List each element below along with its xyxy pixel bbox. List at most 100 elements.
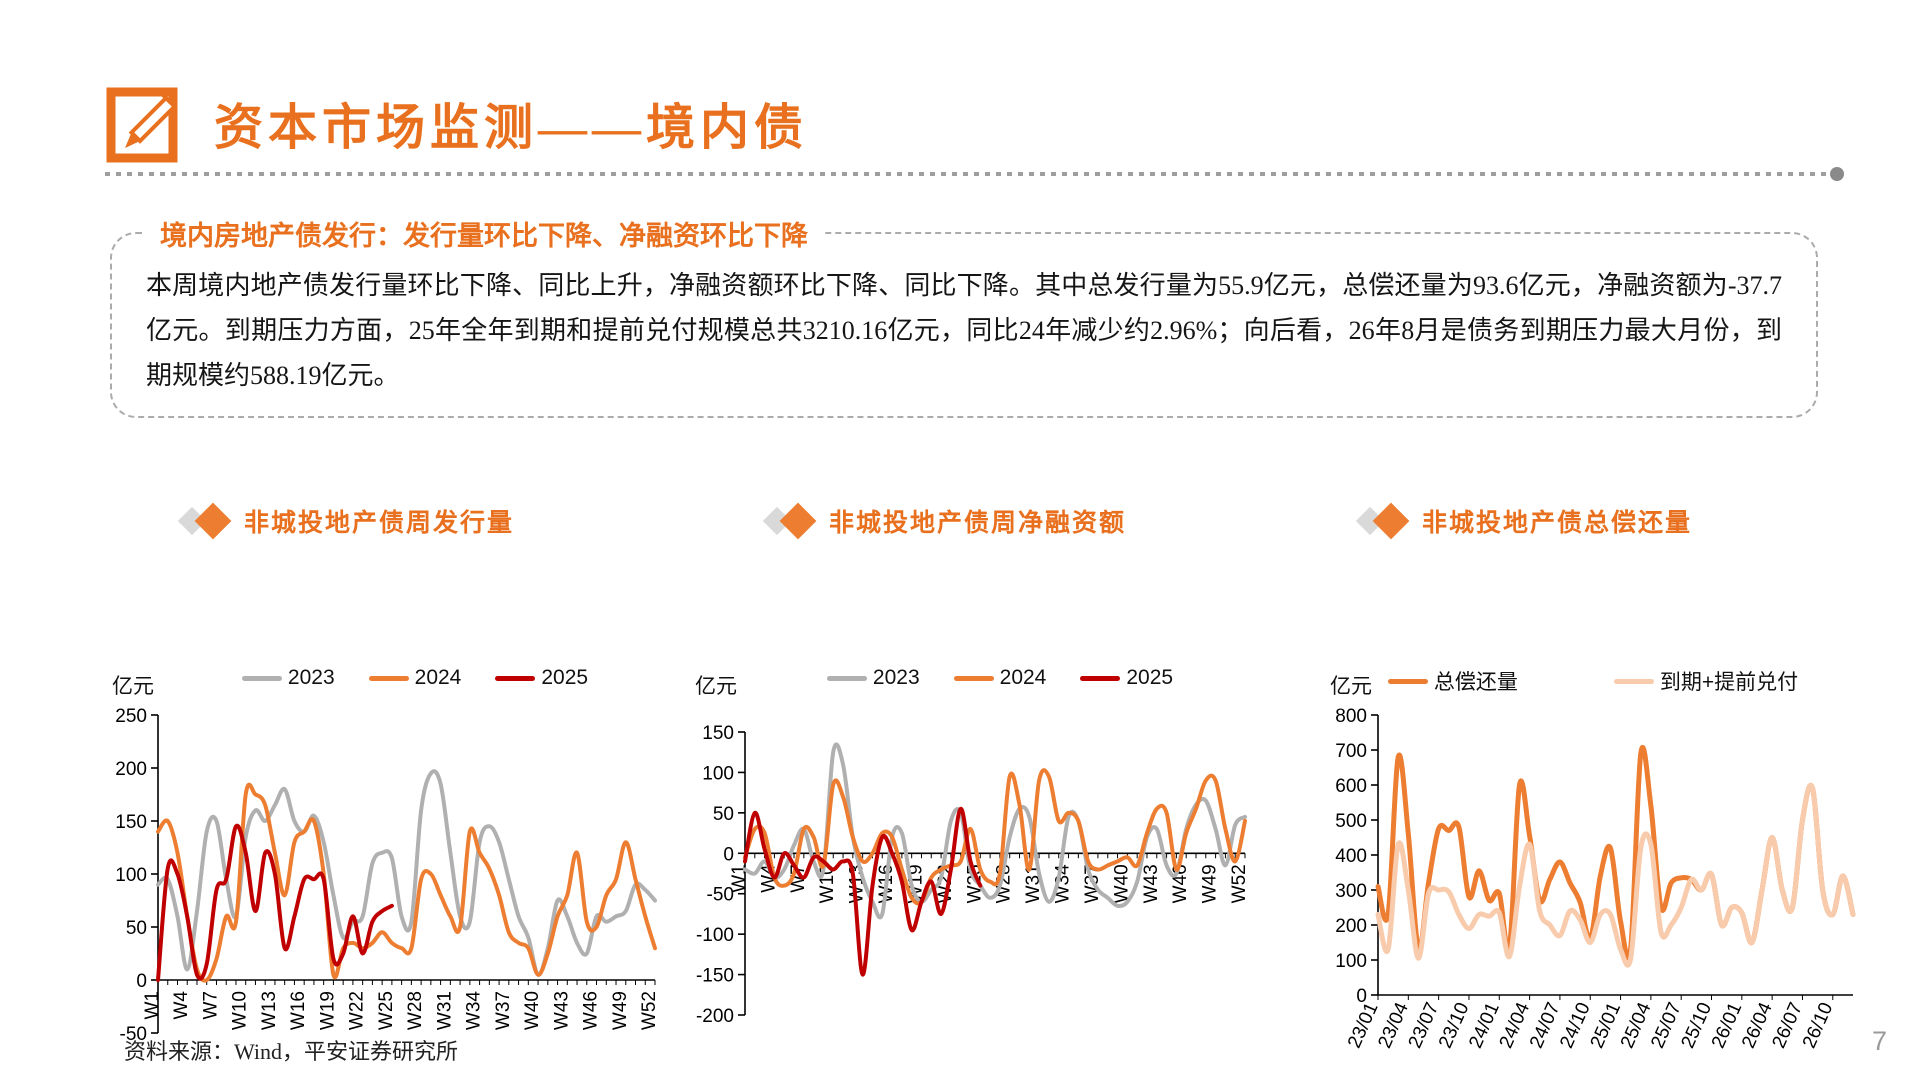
diamond-icon (177, 502, 232, 540)
summary-box: 境内房地产债发行：发行量环比下降、净融资环比下降 本周境内地产债发行量环比下降、… (110, 214, 1818, 418)
y-tick-label: 0 (723, 844, 734, 865)
x-tick-label: W25 (376, 991, 397, 1030)
legend-label: 2025 (541, 666, 589, 689)
legend-swatch-icon (826, 675, 867, 681)
x-tick-label: W25 (964, 864, 985, 903)
x-tick-label: W40 (1111, 864, 1132, 903)
y-tick-label: 800 (1335, 706, 1367, 727)
legend-item: 2024 (368, 666, 462, 690)
y-axis-unit: 亿元 (112, 675, 154, 698)
y-tick-label: 0 (1356, 986, 1367, 1007)
legend-swatch-icon (495, 675, 536, 681)
x-tick-label: W40 (522, 991, 543, 1030)
x-tick-label: W4 (171, 991, 192, 1020)
x-tick-label: W46 (581, 991, 602, 1030)
x-tick-label: W43 (1141, 864, 1162, 903)
y-tick-label: 200 (115, 759, 147, 780)
legend-swatch-icon (241, 675, 282, 681)
legend-label: 2023 (287, 666, 335, 689)
diamond-orange-icon (779, 502, 817, 540)
x-tick-label: W52 (639, 991, 660, 1030)
chart-svg: 010020030040050060070080023/0123/0423/07… (1335, 706, 1856, 1051)
legend-swatch-icon (1080, 675, 1121, 681)
summary-heading: 境内房地产债发行：发行量环比下降、净融资环比下降 (146, 214, 822, 253)
chart-legend: 2023 2024 2025 (735, 666, 1265, 690)
chart-panel-weekly-net-financing: 非城投地产债周净融资额 2023 2024 2025 亿元 -200 -150 -100… (685, 500, 1265, 1045)
y-axis-unit: 亿元 (1330, 675, 1372, 698)
y-tick-label: 600 (1335, 776, 1367, 797)
x-tick-label: W7 (200, 991, 221, 1020)
series-line-2024 (156, 782, 657, 983)
legend-label: 2023 (872, 666, 920, 689)
y-tick-label: 400 (1335, 846, 1367, 867)
y-tick-label: 100 (1335, 951, 1367, 972)
legend-swatch-icon (1613, 678, 1654, 684)
legend-item: 2024 (953, 666, 1046, 690)
y-tick-label: 100 (702, 763, 734, 784)
y-tick-label: -200 (696, 1006, 734, 1027)
legend-label: 2025 (1126, 666, 1174, 689)
chart-title: 非城投地产债总偿还量 (1422, 510, 1693, 537)
slide-title: 资本市场监测——境内债 (214, 100, 809, 155)
x-tick-label: W13 (259, 991, 280, 1030)
legend-item: 2025 (1080, 666, 1173, 690)
legend-item: 到期+提前兑付 (1613, 666, 1798, 696)
chart-legend: 总偿还量 到期+提前兑付 (1328, 666, 1858, 696)
y-tick-label: 200 (1335, 916, 1367, 937)
legend-item: 2023 (241, 666, 335, 690)
diamond-icon (1355, 502, 1410, 540)
legend-item: 总偿还量 (1387, 666, 1518, 696)
x-tick-label: W37 (493, 991, 514, 1030)
x-tick-label: W16 (288, 991, 309, 1030)
page-number: 7 (1872, 1026, 1888, 1056)
dotted-separator (105, 172, 1827, 176)
chart-area: 2023 2024 2025 亿元 -50 0 50 100 150 200 250 W1 W4 W7… (100, 542, 680, 1045)
chart-title: 非城投地产债周发行量 (244, 510, 515, 537)
y-tick-label: 700 (1335, 741, 1367, 762)
legend-swatch-icon (1387, 678, 1428, 684)
x-tick-label: W22 (347, 991, 368, 1030)
series-line-2025 (156, 823, 394, 982)
y-tick-label: 150 (115, 812, 147, 833)
chart-legend: 2023 2024 2025 (150, 666, 680, 690)
chart-title-row: 非城投地产债周净融资额 (762, 500, 1265, 542)
series-line-2024 (743, 768, 1247, 906)
y-tick-label: 300 (1335, 881, 1367, 902)
chart-area: 总偿还量 到期+提前兑付 亿元 0 100 200 300 400 500 600 700 800… (1278, 542, 1858, 1051)
chart-title-row: 非城投地产债总偿还量 (1355, 500, 1858, 542)
x-tick-label: W19 (317, 991, 338, 1030)
y-tick-label: 500 (1335, 811, 1367, 832)
source-note: 资料来源：Wind，平安证券研究所 (124, 1039, 458, 1064)
legend-swatch-icon (953, 675, 994, 681)
y-tick-label: 50 (713, 804, 734, 825)
legend-label: 总偿还量 (1433, 671, 1518, 694)
legend-swatch-icon (368, 675, 409, 681)
y-tick-label: 100 (115, 865, 147, 886)
summary-body: 本周境内地产债发行量环比下降、同比上升，净融资额环比下降、同比下降。其中总发行量… (146, 271, 1782, 390)
y-tick-label: 0 (136, 971, 147, 992)
y-tick-label: 150 (702, 723, 734, 744)
chart-panel-weekly-issuance: 非城投地产债周发行量 2023 2024 2025 亿元 -50 0 50 100 150 2… (100, 500, 680, 1045)
x-tick-label: W49 (610, 991, 631, 1030)
chart-panel-total-repayment: 非城投地产债总偿还量 总偿还量 到期+提前兑付 亿元 0 100 200 300 400 5… (1278, 500, 1858, 1051)
x-tick-label: W43 (551, 991, 572, 1030)
chart-svg: -50 0 50 100 150 200 250 W1 W4 W7 W10 W13 W16 W19 W22 W… (115, 706, 660, 1045)
diamond-icon (762, 502, 817, 540)
chart-title: 非城投地产债周净融资额 (829, 510, 1127, 537)
x-tick-label: W1 (142, 991, 163, 1020)
pencil-icon (105, 80, 189, 164)
y-tick-label: -100 (696, 925, 734, 946)
x-tick-label: W46 (1170, 864, 1191, 903)
chart-area: 2023 2024 2025 亿元 -200 -150 -100 -50 0 50 100 150… (685, 542, 1265, 1042)
x-tick-label: W34 (464, 991, 485, 1031)
legend-label: 2024 (414, 666, 462, 689)
y-tick-label: 50 (126, 918, 147, 939)
x-tick-label: W49 (1200, 864, 1221, 903)
y-tick-label: -150 (696, 966, 734, 987)
y-tick-label: -50 (707, 885, 734, 906)
separator-end-dot (1830, 167, 1844, 181)
x-tick-label: W10 (230, 991, 251, 1030)
chart-title-row: 非城投地产债周发行量 (177, 500, 680, 542)
x-tick-label: W52 (1229, 864, 1250, 903)
